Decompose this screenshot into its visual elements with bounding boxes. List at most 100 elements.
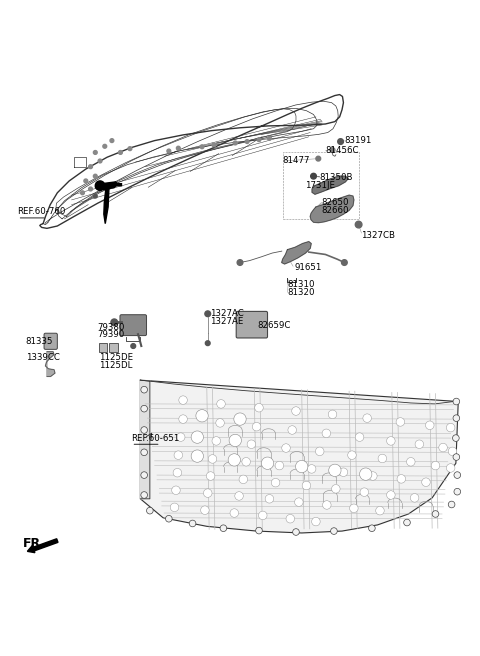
Bar [98,343,107,352]
Circle shape [292,407,300,415]
Text: 81310: 81310 [288,280,315,289]
Circle shape [212,143,216,147]
Circle shape [257,138,261,142]
Text: 79390: 79390 [97,330,125,339]
Circle shape [355,433,364,441]
Circle shape [173,468,181,477]
Circle shape [111,319,118,325]
Text: FR.: FR. [23,537,46,550]
Circle shape [204,489,212,497]
Circle shape [339,468,348,476]
Text: 82660: 82660 [322,206,349,215]
Circle shape [177,146,180,150]
Polygon shape [140,380,150,499]
Circle shape [332,485,340,493]
Circle shape [167,149,171,153]
Circle shape [205,341,210,346]
Circle shape [233,141,237,145]
Circle shape [302,482,311,490]
Circle shape [245,140,249,144]
FancyBboxPatch shape [236,312,267,338]
Circle shape [259,511,267,520]
Circle shape [146,507,153,514]
FancyBboxPatch shape [44,333,57,350]
Circle shape [252,422,261,431]
Circle shape [349,504,358,512]
Circle shape [312,518,320,526]
Circle shape [141,405,147,412]
Circle shape [205,311,211,317]
Polygon shape [96,182,118,190]
Circle shape [141,449,147,456]
Circle shape [191,450,204,462]
Circle shape [323,501,331,509]
Circle shape [172,486,180,495]
Circle shape [265,495,274,503]
Circle shape [242,457,251,466]
Circle shape [454,488,461,495]
Text: 82659C: 82659C [257,321,290,330]
Text: REF.60-760: REF.60-760 [17,207,65,216]
Text: 81456C: 81456C [325,146,359,155]
Circle shape [453,454,460,461]
Circle shape [282,443,290,452]
Text: 1339CC: 1339CC [25,353,60,362]
Circle shape [348,451,356,459]
Circle shape [453,398,460,405]
Circle shape [141,472,147,478]
Circle shape [166,516,172,522]
Circle shape [328,410,337,419]
Circle shape [330,148,335,152]
Circle shape [376,506,384,515]
Circle shape [179,415,187,423]
Circle shape [453,415,460,421]
Text: 81477: 81477 [283,157,310,165]
Circle shape [235,492,243,501]
Text: 91651: 91651 [294,263,322,272]
Circle shape [94,151,97,154]
Circle shape [288,426,297,434]
Text: 81320: 81320 [288,288,315,297]
Circle shape [454,472,461,478]
Circle shape [208,455,217,463]
Circle shape [275,461,284,470]
Circle shape [432,510,439,518]
Circle shape [220,525,227,531]
Circle shape [94,174,97,178]
Circle shape [295,498,303,506]
Circle shape [189,520,196,527]
Circle shape [360,468,372,480]
Circle shape [141,492,147,499]
Text: 81350B: 81350B [320,173,353,182]
Circle shape [261,457,274,470]
Circle shape [422,478,430,487]
Circle shape [448,447,457,456]
Circle shape [229,434,241,447]
Circle shape [237,260,243,266]
Circle shape [119,151,122,154]
Circle shape [212,437,220,445]
FancyArrow shape [27,539,58,552]
Circle shape [89,187,93,191]
Circle shape [360,488,369,497]
Circle shape [322,429,331,438]
Text: 82650: 82650 [322,197,349,207]
Circle shape [271,478,280,487]
Circle shape [329,464,341,476]
Circle shape [141,386,147,393]
Circle shape [293,529,300,535]
Polygon shape [104,186,109,224]
Circle shape [342,260,347,266]
Circle shape [239,475,248,483]
Circle shape [191,431,204,443]
Circle shape [174,451,182,459]
Text: 1327CB: 1327CB [361,231,396,240]
FancyBboxPatch shape [120,315,146,336]
Circle shape [410,493,419,502]
Circle shape [177,433,185,441]
Polygon shape [312,176,348,194]
Circle shape [84,179,88,183]
Circle shape [307,464,316,473]
Circle shape [286,514,295,523]
Circle shape [378,454,386,462]
